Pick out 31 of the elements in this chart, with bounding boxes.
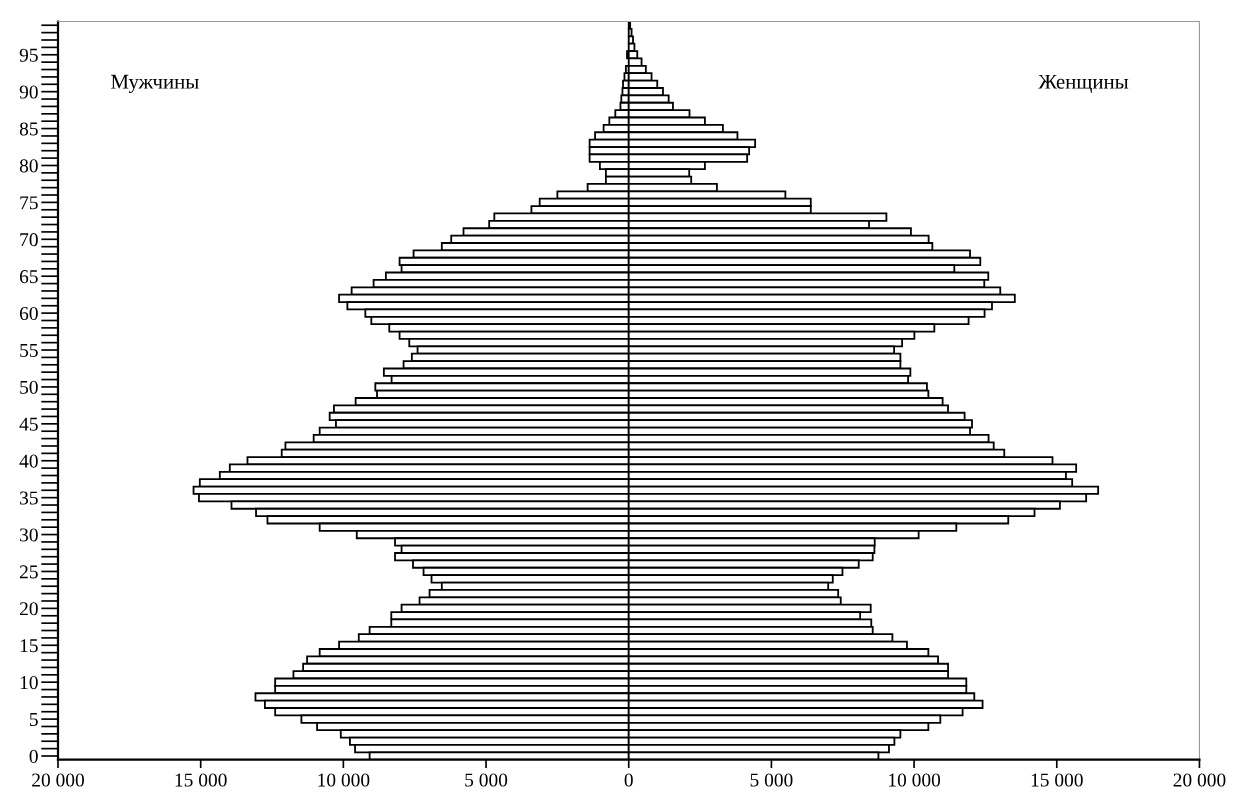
y-tick-label: 5 xyxy=(29,713,38,727)
x-tick-label: 5 000 xyxy=(465,773,508,787)
y-tick-label: 90 xyxy=(19,85,38,99)
y-tick-label: 80 xyxy=(19,159,38,173)
x-tick-label: 0 xyxy=(624,773,633,787)
y-tick-label: 0 xyxy=(29,749,38,763)
x-tick-label: 15 000 xyxy=(1031,773,1083,787)
y-tick-label: 95 xyxy=(19,48,38,62)
y-tick-label: 25 xyxy=(19,565,38,579)
y-tick-label: 40 xyxy=(19,454,38,468)
y-tick-label: 45 xyxy=(19,417,38,431)
x-tick-label: 20 000 xyxy=(32,773,84,787)
y-tick-label: 20 xyxy=(19,602,38,616)
y-tick-label: 15 xyxy=(20,639,38,653)
annotation: Мужчины xyxy=(111,74,199,93)
y-tick-label: 30 xyxy=(20,528,38,542)
y-tick-label: 60 xyxy=(19,306,38,321)
x-tick-label: 10 000 xyxy=(889,773,941,787)
y-tick-label: 85 xyxy=(19,122,38,136)
y-tick-label: 75 xyxy=(20,196,38,210)
y-tick-label: 65 xyxy=(19,270,38,284)
y-tick-label: 10 xyxy=(20,676,38,690)
x-tick-label: 15 000 xyxy=(175,773,227,787)
annotation: Женщины xyxy=(1038,74,1129,93)
x-tick-label: 5 000 xyxy=(750,773,793,787)
y-tick-label: 35 xyxy=(20,491,38,505)
y-tick-label: 55 xyxy=(20,344,38,357)
y-tick-label: 70 xyxy=(20,233,38,247)
x-tick-label: 20 000 xyxy=(1173,773,1226,787)
y-tick-label: 50 xyxy=(20,380,38,394)
x-tick-label: 10 000 xyxy=(318,773,370,787)
